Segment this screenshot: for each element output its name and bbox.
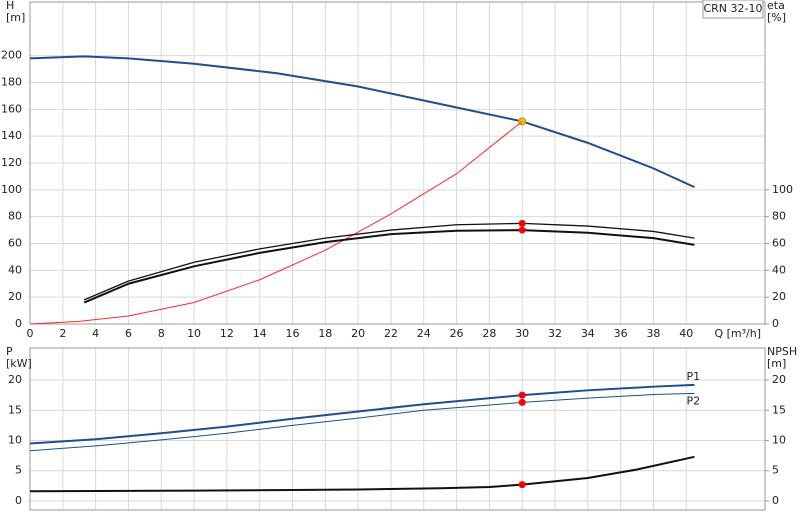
- x-tick-label: 10: [187, 327, 201, 340]
- y-axis-label: [m]: [6, 11, 25, 24]
- y2-axis-label: [m]: [767, 357, 786, 370]
- y-tick-label: 20: [8, 290, 22, 303]
- plot-frame: [29, 347, 766, 511]
- y-tick-label: 180: [1, 76, 22, 89]
- curve: [29, 455, 695, 493]
- y-tick-label: 0: [15, 317, 22, 330]
- operating-point: [518, 391, 526, 399]
- curve: [29, 121, 523, 325]
- annotation: CRN 32-10: [703, 2, 762, 15]
- annotation-box: [702, 0, 764, 19]
- x-tick-label: 24: [417, 327, 431, 340]
- x-tick-label: 40: [679, 327, 693, 340]
- y-tick-label: 160: [1, 102, 22, 115]
- x-tick-label: 20: [351, 327, 365, 340]
- x-tick-label: 16: [286, 327, 300, 340]
- y2-axis-label: [%]: [767, 11, 786, 24]
- y-tick-label: 100: [1, 183, 22, 196]
- y2-tick-label: 15: [772, 403, 786, 416]
- x-tick-label: 38: [646, 327, 660, 340]
- x-tick-label: 34: [581, 327, 595, 340]
- x-tick-label: 6: [125, 327, 132, 340]
- curve: [29, 383, 695, 445]
- x-tick-label: 36: [614, 327, 628, 340]
- y2-axis-label: NPSH: [767, 345, 797, 358]
- x-tick-label: 2: [59, 327, 66, 340]
- plot-frame: [29, 1, 766, 325]
- y-tick-label: 80: [8, 210, 22, 223]
- y-tick-label: 60: [8, 237, 22, 250]
- y-tick-label: 200: [1, 49, 22, 62]
- x-tick-label: 18: [318, 327, 332, 340]
- y-tick-label: 10: [8, 433, 22, 446]
- x-tick-label: 26: [450, 327, 464, 340]
- operating-point: [518, 219, 526, 227]
- y2-tick-label: 0: [772, 494, 779, 507]
- y-tick-label: 20: [8, 373, 22, 386]
- x-tick-label: 22: [384, 327, 398, 340]
- y2-tick-label: 20: [772, 373, 786, 386]
- x-tick-label: 30: [515, 327, 529, 340]
- x-tick-label: 14: [253, 327, 267, 340]
- y2-tick-label: 60: [772, 237, 786, 250]
- curve: [83, 229, 695, 304]
- series-label: P2: [686, 394, 700, 407]
- y2-tick-label: 0: [772, 317, 779, 330]
- y2-axis-label: eta: [767, 0, 785, 12]
- x-tick-label: 8: [158, 327, 165, 340]
- x-tick-label: 12: [220, 327, 234, 340]
- y-tick-label: 140: [1, 129, 22, 142]
- operating-point: [518, 481, 526, 489]
- y-tick-label: 120: [1, 156, 22, 169]
- x-tick-label: 28: [482, 327, 496, 340]
- y-axis-label: [kW]: [6, 357, 32, 370]
- y-tick-label: 15: [8, 403, 22, 416]
- x-axis-label: Q [m³/h]: [714, 327, 761, 340]
- curve: [29, 392, 695, 452]
- operating-point: [518, 398, 526, 406]
- y-tick-label: 0: [15, 494, 22, 507]
- y2-tick-label: 5: [772, 464, 779, 477]
- y-tick-label: 5: [15, 464, 22, 477]
- y2-tick-label: 20: [772, 290, 786, 303]
- y2-tick-label: 80: [772, 210, 786, 223]
- x-tick-label: 4: [92, 327, 99, 340]
- y-axis-label: P: [6, 345, 13, 358]
- y-axis-label: H: [6, 0, 14, 12]
- y-tick-label: 40: [8, 263, 22, 276]
- y2-tick-label: 10: [772, 433, 786, 446]
- curve: [83, 222, 695, 301]
- y2-tick-label: 40: [772, 263, 786, 276]
- curve: [29, 55, 695, 189]
- operating-point: [518, 226, 526, 234]
- x-tick-label: 0: [27, 327, 34, 340]
- y2-tick-label: 100: [772, 183, 793, 196]
- x-tick-label: 32: [548, 327, 562, 340]
- series-label: P1: [686, 370, 700, 383]
